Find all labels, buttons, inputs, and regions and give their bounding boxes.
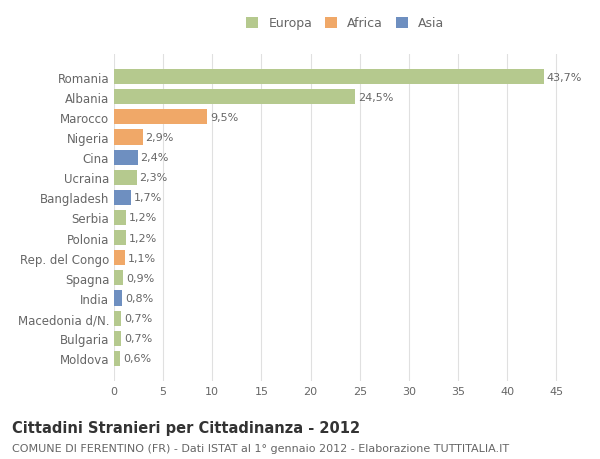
Text: 24,5%: 24,5% bbox=[358, 93, 393, 102]
Text: 43,7%: 43,7% bbox=[547, 73, 582, 83]
Text: Cittadini Stranieri per Cittadinanza - 2012: Cittadini Stranieri per Cittadinanza - 2… bbox=[12, 420, 360, 435]
Text: 1,1%: 1,1% bbox=[128, 253, 156, 263]
Text: 0,8%: 0,8% bbox=[125, 293, 153, 303]
Bar bbox=[114, 291, 122, 306]
Text: COMUNE DI FERENTINO (FR) - Dati ISTAT al 1° gennaio 2012 - Elaborazione TUTTITAL: COMUNE DI FERENTINO (FR) - Dati ISTAT al… bbox=[12, 443, 509, 453]
Text: 2,3%: 2,3% bbox=[140, 173, 168, 183]
Bar bbox=[114, 90, 355, 105]
Bar bbox=[114, 130, 143, 145]
Text: 0,9%: 0,9% bbox=[126, 273, 154, 283]
Text: 1,7%: 1,7% bbox=[134, 193, 162, 203]
Bar bbox=[114, 150, 137, 165]
Bar bbox=[114, 170, 137, 185]
Bar bbox=[114, 110, 208, 125]
Text: 0,7%: 0,7% bbox=[124, 334, 152, 343]
Bar bbox=[114, 331, 121, 346]
Text: 1,2%: 1,2% bbox=[129, 233, 157, 243]
Bar bbox=[114, 311, 121, 326]
Bar bbox=[114, 351, 120, 366]
Bar bbox=[114, 190, 131, 206]
Text: 2,4%: 2,4% bbox=[140, 153, 169, 163]
Bar bbox=[114, 271, 123, 286]
Text: 2,9%: 2,9% bbox=[145, 133, 174, 143]
Text: 9,5%: 9,5% bbox=[211, 112, 239, 123]
Bar bbox=[114, 251, 125, 266]
Text: 1,2%: 1,2% bbox=[129, 213, 157, 223]
Text: 0,7%: 0,7% bbox=[124, 313, 152, 324]
Legend: Europa, Africa, Asia: Europa, Africa, Asia bbox=[241, 12, 449, 35]
Bar bbox=[114, 211, 126, 225]
Bar bbox=[114, 230, 126, 246]
Bar bbox=[114, 70, 544, 85]
Text: 0,6%: 0,6% bbox=[123, 353, 151, 364]
